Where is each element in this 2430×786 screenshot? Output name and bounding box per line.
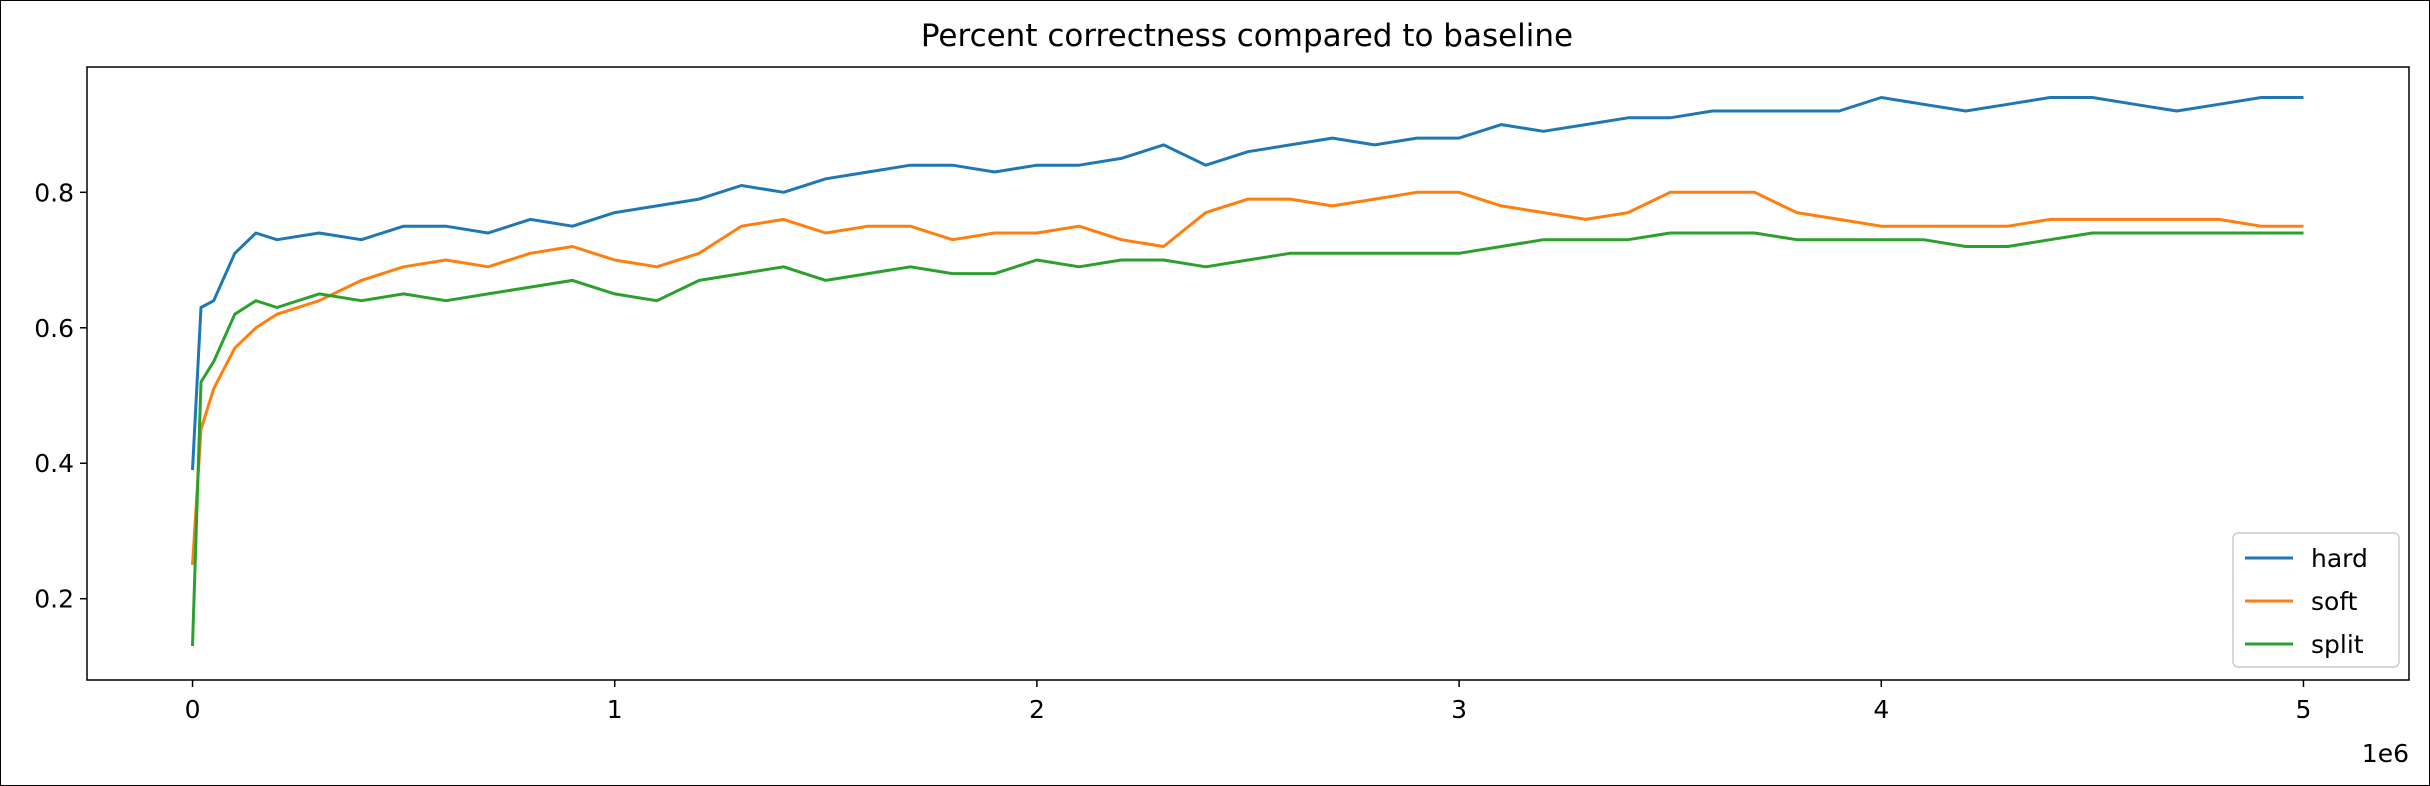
x-axis-offset-label: 1e6 xyxy=(2362,739,2409,768)
y-tick-label: 0.8 xyxy=(34,178,74,207)
legend-label-soft: soft xyxy=(2311,587,2358,616)
y-tick-label: 0.6 xyxy=(34,314,74,343)
x-tick-label: 0 xyxy=(185,695,201,724)
legend-label-hard: hard xyxy=(2311,544,2368,573)
x-tick-label: 5 xyxy=(2296,695,2312,724)
series-line-soft xyxy=(191,190,2304,565)
series-line-hard xyxy=(191,96,2304,471)
x-tick-label: 1 xyxy=(607,695,623,724)
y-tick-label: 0.4 xyxy=(34,449,74,478)
series-lines xyxy=(191,96,2304,647)
y-axis: 0.2 0.4 0.6 0.8 xyxy=(34,178,87,614)
y-tick-label: 0.2 xyxy=(34,585,74,614)
chart-title: Percent correctness compared to baseline xyxy=(921,18,1573,54)
legend-label-split: split xyxy=(2311,630,2364,659)
x-axis: 0 1 2 3 4 5 xyxy=(185,680,2312,724)
series-line-split xyxy=(191,231,2304,647)
legend: hard soft split xyxy=(2232,532,2400,668)
legend-box xyxy=(2232,532,2400,668)
x-tick-label: 3 xyxy=(1451,695,1467,724)
x-tick-label: 4 xyxy=(1873,695,1889,724)
plot-area xyxy=(86,66,2410,681)
x-tick-label: 2 xyxy=(1029,695,1045,724)
